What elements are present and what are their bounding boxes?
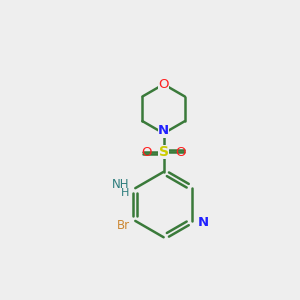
- Text: N: N: [198, 216, 209, 229]
- Text: Br: Br: [117, 219, 130, 232]
- Text: S: S: [159, 145, 169, 159]
- Text: H: H: [121, 188, 129, 198]
- Text: O: O: [142, 146, 152, 159]
- Text: O: O: [158, 78, 169, 91]
- Text: O: O: [175, 146, 185, 159]
- Text: N: N: [158, 124, 169, 137]
- Text: NH: NH: [112, 178, 129, 191]
